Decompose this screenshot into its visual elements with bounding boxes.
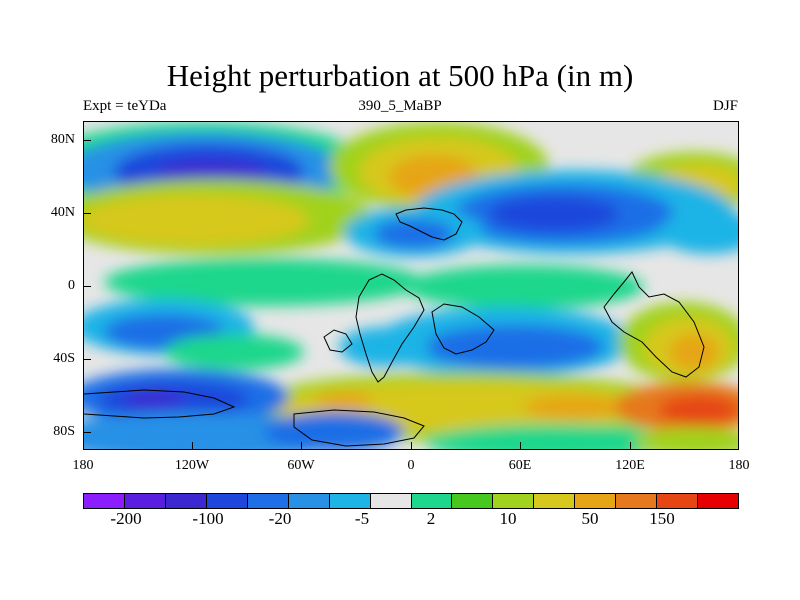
lat-label-40s: 40S [53, 351, 75, 366]
colorbar-swatch [616, 494, 658, 508]
lon-label-180w: 180 [72, 458, 94, 473]
lat-tick [83, 432, 91, 433]
lon-label-180e: 180 [728, 458, 750, 473]
colorbar-label: -20 [268, 509, 292, 528]
colorbar-swatch [329, 494, 371, 508]
lon-tick [192, 442, 193, 450]
experiment-label: Expt = teYDa [83, 98, 167, 114]
season-label: DJF [712, 98, 738, 114]
colorbar-swatch [575, 494, 617, 508]
lon-tick [520, 442, 521, 450]
lon-label-60e: 60E [508, 458, 532, 473]
colorbar-swatch [370, 494, 412, 508]
colorbar-label: 2 [426, 509, 436, 528]
run-label: 390_5_MaBP [358, 98, 442, 114]
lat-label-80s: 80S [53, 424, 75, 439]
colorbar-swatch [493, 494, 535, 508]
chart-title: Height perturbation at 500 hPa (in m) [166, 58, 634, 93]
lat-tick [83, 359, 91, 360]
colorbar-label: 150 [649, 509, 675, 528]
lon-label-120w: 120W [174, 458, 210, 473]
map-panel [83, 121, 739, 450]
lat-tick [83, 213, 91, 214]
colorbar-label: 50 [581, 509, 599, 528]
colorbar-label: 10 [499, 509, 517, 528]
colorbar-swatch [534, 494, 576, 508]
lon-label-120e: 120E [615, 458, 645, 473]
colorbar-swatch [165, 494, 207, 508]
colorbar-swatch [206, 494, 248, 508]
lat-tick [83, 140, 91, 141]
contour-map [84, 122, 738, 449]
coastlines [84, 207, 705, 447]
height-field [84, 122, 738, 449]
lon-tick [411, 442, 412, 450]
colorbar-swatch [124, 494, 166, 508]
lon-tick [301, 442, 302, 450]
lat-label-80n: 80N [50, 132, 75, 147]
lon-tick [630, 442, 631, 450]
colorbar-label: -200 [110, 509, 142, 528]
colorbar-swatch [698, 494, 738, 508]
colorbar-label: -100 [192, 509, 224, 528]
colorbar-swatch [84, 494, 125, 508]
lon-label-0: 0 [407, 458, 415, 473]
colorbar-swatch [452, 494, 494, 508]
lat-label-40n: 40N [50, 205, 75, 220]
colorbar-swatch [657, 494, 699, 508]
colorbar-swatch [247, 494, 289, 508]
colorbar-swatch [411, 494, 453, 508]
lat-tick [83, 286, 91, 287]
colorbar-label: -5 [354, 509, 370, 528]
colorbar [83, 493, 739, 509]
colorbar-swatch [288, 494, 330, 508]
lat-label-0: 0 [68, 278, 75, 293]
lon-label-60w: 60W [287, 458, 315, 473]
